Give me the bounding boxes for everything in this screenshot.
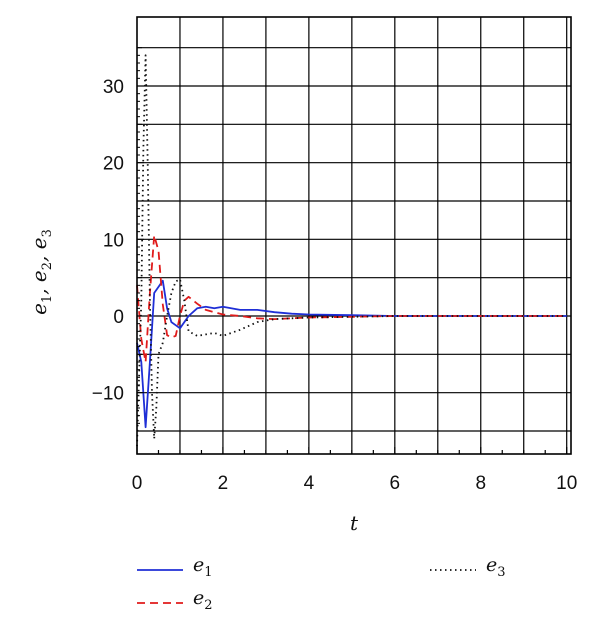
y-tick-label: 10 xyxy=(103,230,124,251)
y-tick-label: 0 xyxy=(113,307,124,328)
x-axis-label: t xyxy=(350,511,359,535)
grid xyxy=(137,17,571,454)
y-tick-label: −10 xyxy=(92,384,124,405)
series-layer xyxy=(136,54,567,447)
y-axis-label: e1, e2, e3 xyxy=(27,229,55,315)
x-tick-label: 4 xyxy=(304,473,315,494)
x-tick-label: 8 xyxy=(475,473,486,494)
legend-label-e3: e3 xyxy=(486,554,506,580)
y-tick-label: 30 xyxy=(103,77,124,98)
x-tick-label: 2 xyxy=(218,473,229,494)
series-line-e1 xyxy=(136,279,567,429)
legend: e1 e2 e3 xyxy=(137,554,506,613)
x-tick-label: 6 xyxy=(390,473,401,494)
legend-label-e1: e1 xyxy=(193,554,213,580)
x-tick-label: 0 xyxy=(132,473,143,494)
legend-label-e2: e2 xyxy=(193,587,213,613)
series-line-e3 xyxy=(136,54,567,447)
ticks: 0 2 4 6 8 10 −10 0 10 20 30 xyxy=(92,47,577,494)
series-line-e2 xyxy=(136,234,567,363)
x-tick-label: 10 xyxy=(556,473,577,494)
plot-frame xyxy=(136,16,572,455)
y-tick-label: 20 xyxy=(103,154,124,175)
